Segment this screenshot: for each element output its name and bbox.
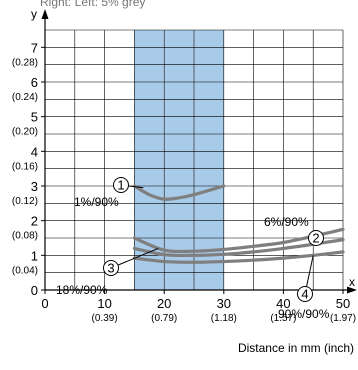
y-tick-label: 0	[31, 283, 38, 298]
callout-leader-3	[110, 247, 159, 269]
highlight-band	[134, 30, 224, 290]
y-tick-sublabel: (0.24)	[12, 92, 38, 103]
callout-number-2: 2	[312, 231, 319, 246]
x-tick-label: 40	[276, 296, 290, 311]
callout-circle-2	[308, 230, 324, 246]
callout-circle-3	[103, 260, 119, 276]
y-tick-label: 2	[31, 214, 38, 229]
y-tick-label: 6	[31, 75, 38, 90]
x-tick-label: 10	[97, 296, 111, 311]
series-label-1: 1%/90%	[74, 195, 119, 209]
series-label-2: 6%/90%	[264, 215, 309, 229]
y-axis-arrow	[41, 9, 49, 19]
callout-circle-1	[113, 177, 129, 193]
y-tick-label: 5	[31, 110, 38, 125]
chart-title: Right: Left: 5% grey	[40, 0, 145, 9]
series-curve-1	[132, 184, 226, 201]
y-tick-sublabel: (0.20)	[12, 127, 38, 138]
y-tick-label: 7	[31, 40, 38, 55]
y-tick-sublabel: (0.12)	[12, 196, 38, 207]
callout-number-4: 4	[301, 287, 308, 302]
y-axis-label: y	[31, 7, 37, 21]
x-tick-label: 0	[41, 296, 48, 311]
y-tick-label: 1	[31, 248, 38, 263]
series-curve-3	[132, 238, 345, 258]
y-tick-sublabel: (0.28)	[12, 57, 38, 68]
callout-circle-4	[297, 286, 313, 302]
callout-number-1: 1	[117, 178, 124, 193]
y-tick-sublabel: (0.08)	[12, 231, 38, 242]
x-tick-label: 20	[157, 296, 171, 311]
y-tick-label: 3	[31, 179, 38, 194]
x-axis-letter: x	[349, 275, 355, 289]
x-tick-sublabel: (0.39)	[92, 313, 118, 324]
x-tick-label: 30	[217, 296, 231, 311]
x-tick-sublabel: (1.97)	[330, 313, 356, 324]
x-tick-label: 50	[336, 296, 350, 311]
x-tick-sublabel: (1.57)	[270, 313, 296, 324]
x-tick-sublabel: (1.18)	[211, 313, 237, 324]
x-axis-title: Distance in mm (inch)	[238, 341, 354, 355]
callout-number-3: 3	[107, 261, 114, 276]
x-axis-arrow	[347, 286, 357, 294]
y-tick-sublabel: (0.16)	[12, 161, 38, 172]
series-curve-4	[132, 250, 345, 264]
x-tick-sublabel: (0.79)	[151, 313, 177, 324]
y-tick-sublabel: (0.04)	[12, 265, 38, 276]
y-tick-label: 4	[31, 144, 38, 159]
series-label-3: 18%/90%	[56, 283, 108, 297]
series-label-4: 90%/90%	[278, 307, 330, 321]
